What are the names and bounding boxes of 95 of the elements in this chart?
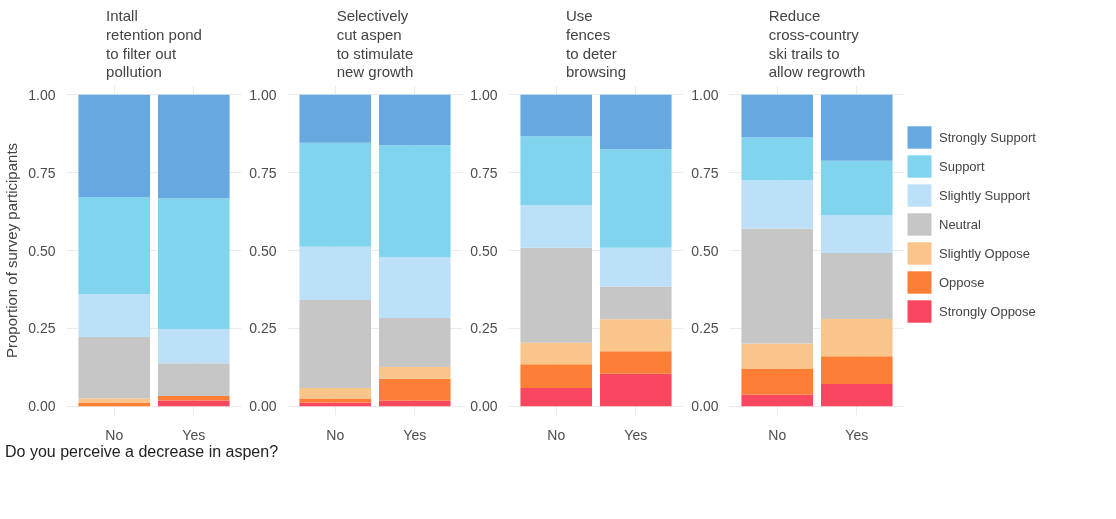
y-tick-label: 0.75 [691, 164, 719, 181]
bar [157, 395, 230, 401]
bar [520, 364, 593, 389]
bar [299, 246, 372, 300]
bar [299, 300, 372, 389]
y-tick-label: 0.50 [249, 242, 277, 259]
y-tick-label: 0.50 [28, 242, 56, 259]
bar [520, 136, 593, 206]
y-tick-label: 0.75 [28, 164, 56, 181]
y-tick-label: 0.50 [691, 242, 719, 259]
legend-label: Strongly Oppose [939, 303, 1036, 319]
bar [78, 294, 151, 338]
bar [378, 257, 451, 319]
y-tick-label: 0.25 [249, 320, 277, 337]
bar [78, 94, 151, 197]
bar [520, 247, 593, 343]
bar [78, 337, 151, 399]
y-tick-label: 0.50 [470, 242, 498, 259]
bar [299, 94, 372, 143]
bar [520, 205, 593, 248]
bar [741, 368, 814, 395]
bar [378, 94, 451, 146]
y-tick-label: 0.00 [249, 398, 277, 415]
y-tick-label: 1.00 [691, 86, 719, 103]
bar [820, 160, 893, 216]
bar [520, 342, 593, 365]
bar [299, 398, 372, 403]
bar [599, 373, 672, 407]
y-tick-label: 0.00 [691, 398, 719, 415]
bar [157, 94, 230, 199]
legend-label: Neutral [939, 216, 981, 232]
bar [741, 94, 814, 138]
bar [741, 343, 814, 369]
chart-title: Reduce cross-country ski trails to allow regrowth [768, 7, 866, 81]
y-tick-label: 0.25 [691, 320, 719, 337]
x-tick-label: Yes [403, 426, 427, 443]
x-tick-label: No [326, 426, 345, 443]
legend-label: Slightly Oppose [939, 245, 1031, 261]
bar [820, 318, 893, 357]
bar [741, 394, 814, 407]
x-tick-label: No [105, 426, 124, 443]
bar [157, 363, 230, 396]
bar [599, 319, 672, 352]
bar [520, 94, 593, 137]
bar [599, 149, 672, 248]
bar [78, 398, 151, 403]
bar [157, 198, 230, 329]
bar [820, 252, 893, 319]
bar [741, 180, 814, 229]
y-axis-title: Proportion of survey participants [3, 142, 21, 359]
x-tick-label: No [547, 426, 566, 443]
legend-label: Slightly Support [939, 187, 1031, 203]
chart-title: Use fences to deter browsing [565, 7, 627, 81]
bar [378, 318, 451, 367]
y-tick-label: 1.00 [28, 86, 56, 103]
legend-label: Oppose [939, 274, 985, 290]
bar [820, 384, 893, 407]
bar [741, 137, 814, 181]
chart-title: Intall retention pond to filter out pollution [106, 7, 202, 81]
legend-label: Strongly Support [939, 129, 1036, 145]
bar [299, 142, 372, 247]
y-tick-label: 0.75 [470, 164, 498, 181]
y-tick-label: 0.25 [470, 320, 498, 337]
bar [599, 286, 672, 320]
bar [378, 400, 451, 407]
bar [820, 215, 893, 253]
bar [378, 145, 451, 258]
bar [78, 196, 151, 295]
bar [157, 400, 230, 407]
chart-title: Selectively cut aspen to stimulate new growth [336, 7, 414, 81]
y-tick-label: 0.00 [470, 398, 498, 415]
x-tick-label: No [768, 426, 787, 443]
bar [599, 351, 672, 374]
y-tick-label: 1.00 [249, 86, 277, 103]
bar [820, 94, 893, 161]
y-tick-label: 1.00 [470, 86, 498, 103]
y-tick-label: 0.25 [28, 320, 56, 337]
bar [820, 356, 893, 385]
bar [599, 94, 672, 150]
bar [741, 228, 814, 344]
bar [599, 247, 672, 287]
x-tick-label: Yes [845, 426, 869, 443]
bar [299, 402, 372, 407]
bar [157, 328, 230, 364]
bar [78, 402, 151, 407]
bar [299, 388, 372, 399]
legend-label: Support [939, 158, 985, 174]
bar [520, 388, 593, 407]
bar [378, 366, 451, 379]
x-axis-title: Do you perceive a decrease in aspen? [5, 442, 279, 462]
y-tick-label: 0.00 [28, 398, 56, 415]
bar [378, 378, 451, 401]
x-tick-label: Yes [182, 426, 206, 443]
y-tick-label: 0.75 [249, 164, 277, 181]
x-tick-label: Yes [624, 426, 648, 443]
